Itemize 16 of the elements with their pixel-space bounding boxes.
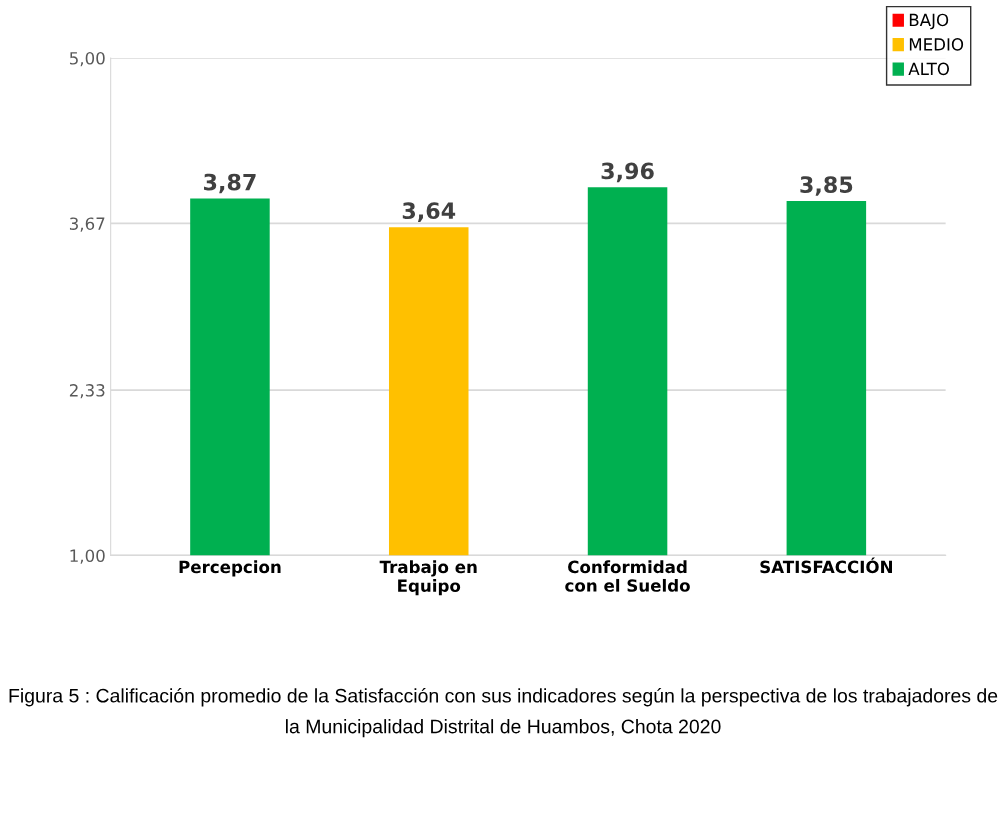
data-label: 3,64 — [402, 202, 456, 222]
legend-label: BAJO — [909, 13, 949, 30]
y-tick-label: 1,00 — [70, 549, 105, 564]
x-tick-label: Percepcion — [179, 560, 281, 577]
legend-label: ALTO — [908, 62, 950, 76]
y-tick-label: 3,67 — [69, 217, 105, 232]
data-label: 3,96 — [601, 162, 654, 183]
x-tick-label: Trabajo en Equipo — [379, 560, 477, 596]
text: Figura 5 : Calificación promedio de la Satisfacción con sus indicadores según la perspectiva de los trabajadores de la Municipalidad Distrital de Huambos, Chota 2020 — [9, 688, 998, 738]
x-tick-label: SATISFACCIÓN — [760, 557, 892, 574]
data-label: 3,85 — [800, 176, 853, 196]
x-tick-label: Conformidad con el Sueldo — [565, 560, 690, 592]
y-tick-label: 5,00 — [69, 51, 105, 67]
y-tick-label: 2,33 — [69, 384, 105, 399]
data-label: 3,87 — [204, 173, 256, 194]
legend-label: MEDIO — [909, 38, 964, 51]
